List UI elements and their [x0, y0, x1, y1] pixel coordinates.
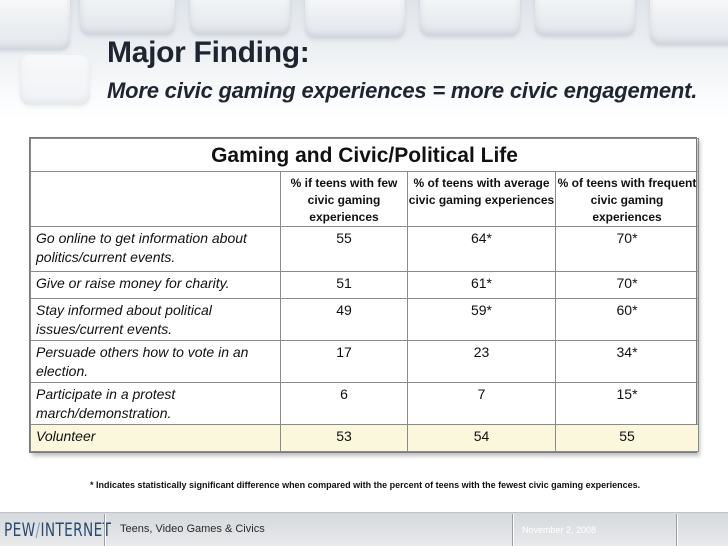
keyboard-key-decor: [535, 0, 635, 36]
cell-few: 6: [280, 382, 408, 425]
row-label: Go online to get information about polit…: [30, 226, 281, 272]
footer-presentation-title: Teens, Video Games & Civics: [120, 523, 265, 535]
cell-frequent: 15*: [554, 382, 700, 425]
cell-average: 64*: [407, 226, 556, 272]
table-row: Stay informed about political issues/cur…: [30, 298, 700, 341]
logo-slash: /: [35, 519, 41, 541]
cell-frequent: 55: [554, 424, 700, 452]
footer-bar: [0, 512, 728, 546]
row-label: Stay informed about political issues/cur…: [30, 298, 281, 341]
cell-frequent: 70*: [554, 226, 700, 272]
footer-divider: [512, 514, 514, 546]
cell-average: 7: [407, 382, 556, 425]
table-row: Participate in a protest march/demonstra…: [30, 382, 700, 425]
column-header-average: % of teens with average civic gaming exp…: [407, 171, 556, 227]
table-row: Persuade others how to vote in an electi…: [30, 340, 700, 383]
row-label: Persuade others how to vote in an electi…: [30, 340, 281, 383]
pew-internet-logo: PEW/INTERNET: [4, 516, 111, 544]
table-row-highlight: Volunteer 53 54 55: [30, 424, 700, 452]
table-caption: Gaming and Civic/Political Life: [29, 138, 700, 172]
logo-text-pew: PEW: [4, 519, 36, 541]
cell-few: 53: [280, 424, 408, 452]
keyboard-key-decor: [20, 55, 90, 105]
slide-title: Major Finding:: [107, 36, 310, 69]
keyboard-key-decor: [80, 0, 175, 35]
table-row: Go online to get information about polit…: [30, 226, 700, 272]
footer-divider: [676, 514, 678, 546]
cell-few: 49: [280, 298, 408, 341]
keyboard-key-decor: [420, 0, 520, 36]
row-label: Give or raise money for charity.: [30, 271, 281, 299]
footnote: * Indicates statistically significant di…: [90, 480, 641, 490]
cell-few: 51: [280, 271, 408, 299]
column-header-empty: [30, 171, 281, 227]
footer-divider: [104, 514, 106, 546]
column-header-few: % if teens with few civic gaming experie…: [280, 171, 408, 227]
keyboard-key-decor: [305, 0, 405, 38]
data-table-container: Gaming and Civic/Political Life % if tee…: [29, 137, 700, 453]
cell-frequent: 34*: [554, 340, 700, 383]
cell-average: 23: [407, 340, 556, 383]
cell-frequent: 70*: [554, 271, 700, 299]
cell-frequent: 60*: [554, 298, 700, 341]
cell-average: 59*: [407, 298, 556, 341]
column-header-frequent: % of teens with frequent civic gaming ex…: [554, 171, 700, 227]
row-label: Volunteer: [30, 424, 281, 452]
row-label: Participate in a protest march/demonstra…: [30, 382, 281, 425]
cell-average: 54: [407, 424, 556, 452]
gaming-civic-table: Gaming and Civic/Political Life % if tee…: [29, 138, 700, 452]
cell-few: 55: [280, 226, 408, 272]
keyboard-key-decor: [190, 0, 290, 35]
header-background: [0, 0, 728, 120]
cell-average: 61*: [407, 271, 556, 299]
logo-text-internet: INTERNET: [40, 519, 112, 541]
cell-few: 17: [280, 340, 408, 383]
slide-subtitle: More civic gaming experiences = more civ…: [107, 78, 698, 103]
keyboard-key-decor: [0, 0, 70, 50]
keyboard-key-decor: [650, 0, 728, 45]
table-row: Give or raise money for charity. 51 61* …: [30, 271, 700, 299]
footer-date: November 2, 2008: [522, 525, 597, 535]
